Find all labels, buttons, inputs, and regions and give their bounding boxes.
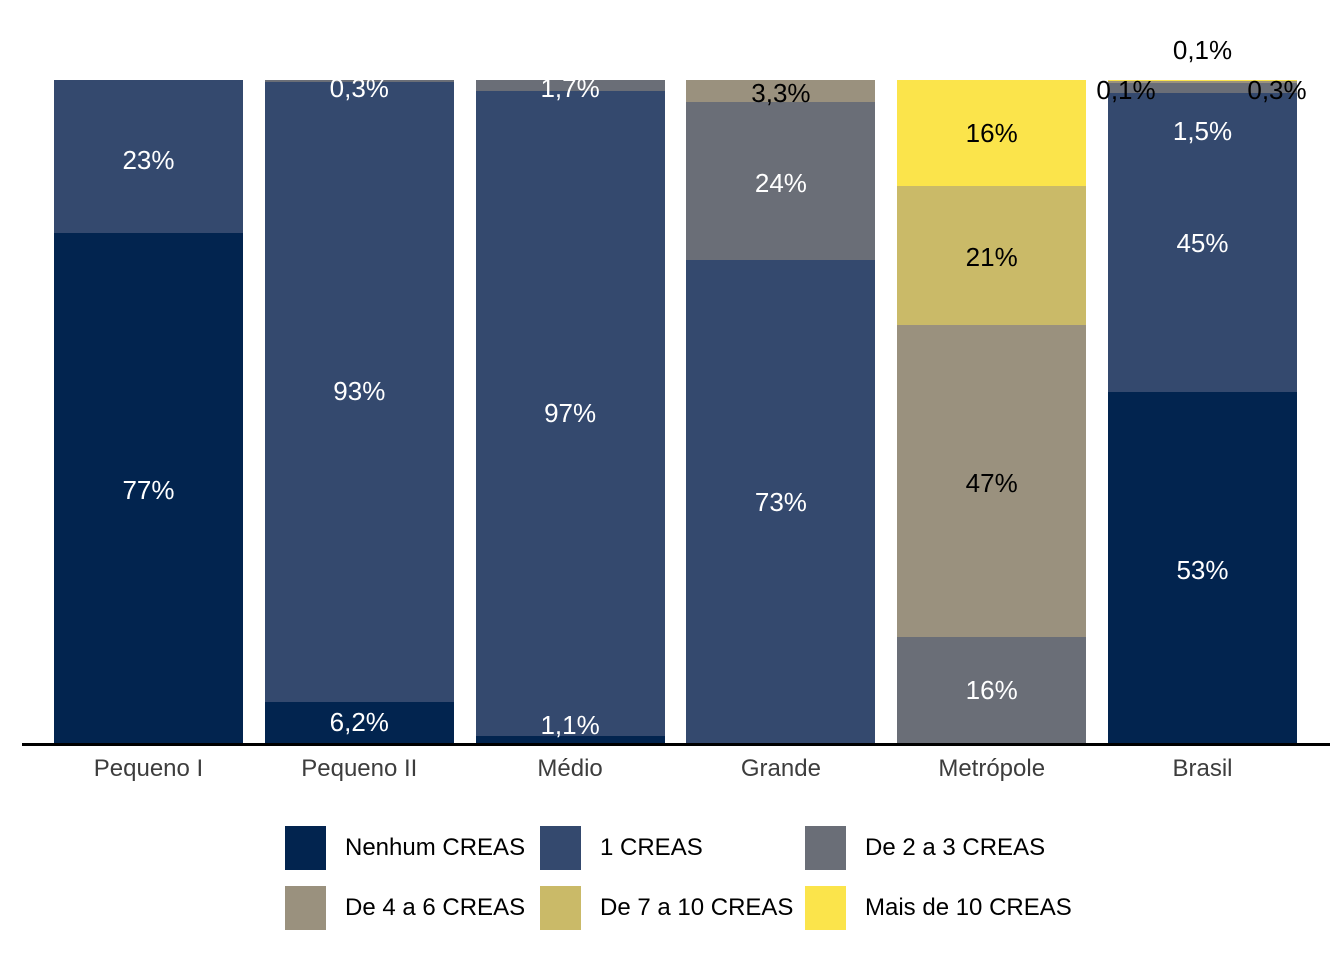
bar-segment-nenhum-creas bbox=[264, 701, 454, 743]
legend-label-de-7-a-10-creas: De 7 a 10 CREAS bbox=[600, 894, 794, 921]
legend-label-de-2-a-3-creas: De 2 a 3 CREAS bbox=[865, 834, 1046, 861]
x-axis-line bbox=[22, 743, 1330, 746]
bar-value-label: 16% bbox=[965, 118, 1018, 148]
legend-swatch-1-creas bbox=[540, 826, 581, 870]
legend-swatch-de-4-a-6-creas bbox=[285, 886, 326, 930]
legend-swatch-mais-de-10-creas bbox=[805, 886, 846, 930]
bar-value-label: 97% bbox=[544, 398, 597, 428]
bar-segment-1-creas bbox=[686, 260, 876, 743]
legend-swatch-de-2-a-3-creas bbox=[805, 826, 846, 870]
bar-value-label: 3,3% bbox=[751, 78, 811, 108]
bar-segment-de-2-a-3-creas bbox=[897, 636, 1087, 743]
bar-segment-nenhum-creas bbox=[54, 232, 243, 743]
bar-segment-de-4-a-6-creas bbox=[686, 80, 876, 102]
legend-label-de-4-a-6-creas: De 4 a 6 CREAS bbox=[345, 894, 526, 921]
bar-segment-1-creas bbox=[264, 82, 454, 702]
bar-medio bbox=[475, 80, 665, 743]
bar-value-label: 45% bbox=[1176, 228, 1229, 258]
legend-swatch-nenhum-creas bbox=[285, 826, 326, 870]
bar-value-label: 0,3% bbox=[1247, 75, 1307, 105]
bar-value-label: 73% bbox=[754, 487, 807, 517]
category-label-pequeno-i: Pequeno I bbox=[93, 755, 204, 782]
bar-segment-de-7-a-10-creas bbox=[897, 186, 1087, 326]
bar-value-label: 16% bbox=[965, 675, 1018, 705]
bar-value-label: 24% bbox=[754, 168, 807, 198]
bar-value-label: 77% bbox=[122, 475, 175, 505]
bar-value-label: 1,5% bbox=[1172, 116, 1233, 146]
bar-segment-de-7-a-10-creas bbox=[1108, 80, 1297, 82]
bar-segment-mais-de-10-creas bbox=[897, 80, 1087, 187]
bar-value-label: 0,3% bbox=[329, 73, 389, 103]
bar-segment-1-creas bbox=[475, 91, 665, 736]
category-label-brasil: Brasil bbox=[1172, 755, 1233, 782]
category-label-medio: Médio bbox=[537, 755, 603, 782]
bar-segment-de-2-a-3-creas bbox=[264, 80, 454, 82]
bar-value-label: 21% bbox=[965, 242, 1018, 272]
category-label-pequeno-ii: Pequeno II bbox=[301, 755, 418, 782]
category-label-metropole: Metrópole bbox=[938, 755, 1046, 782]
bar-value-label: 0,1% bbox=[1172, 35, 1233, 65]
bar-pequeno-i bbox=[54, 80, 243, 743]
legend-label-1-creas: 1 CREAS bbox=[600, 834, 703, 861]
bar-value-label: 93% bbox=[333, 376, 386, 406]
bar-segment-de-4-a-6-creas bbox=[897, 325, 1087, 637]
legend-swatch-de-7-a-10-creas bbox=[540, 886, 581, 930]
bar-value-label: 53% bbox=[1176, 555, 1229, 585]
bar-value-label: 0,1% bbox=[1096, 75, 1156, 105]
bar-pequeno-ii bbox=[264, 80, 454, 743]
bar-segment-nenhum-creas bbox=[475, 735, 665, 743]
bar-segment-1-creas bbox=[1108, 93, 1297, 392]
bar-segment-mais-de-10-creas bbox=[1108, 80, 1297, 81]
bar-value-label: 23% bbox=[122, 145, 175, 175]
bar-segment-de-2-a-3-creas bbox=[1108, 83, 1297, 94]
bar-value-label: 1,1% bbox=[540, 710, 600, 740]
legend-label-mais-de-10-creas: Mais de 10 CREAS bbox=[865, 894, 1072, 921]
bar-segment-de-2-a-3-creas bbox=[686, 101, 876, 261]
bar-segment-de-4-a-6-creas bbox=[1108, 81, 1297, 84]
bar-grande bbox=[686, 80, 876, 743]
category-label-grande: Grande bbox=[740, 755, 821, 782]
bar-brasil bbox=[1108, 80, 1297, 743]
bar-segment-1-creas bbox=[54, 80, 243, 233]
bar-value-label: 6,2% bbox=[329, 707, 389, 737]
bar-metropole bbox=[897, 80, 1087, 743]
bar-value-label: 47% bbox=[965, 468, 1018, 498]
bar-segment-nenhum-creas bbox=[1108, 391, 1297, 743]
bar-segment-de-2-a-3-creas bbox=[475, 80, 665, 92]
bar-value-label: 1,7% bbox=[540, 73, 600, 103]
legend-label-nenhum-creas: Nenhum CREAS bbox=[345, 834, 526, 861]
